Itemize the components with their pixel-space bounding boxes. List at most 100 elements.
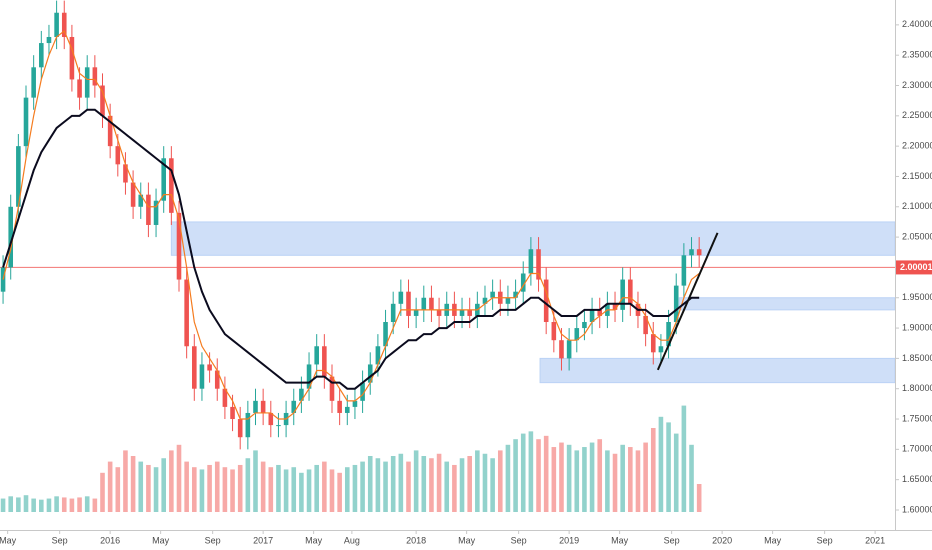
volume-bar: [77, 497, 82, 512]
y-tick-label: 2.05000: [902, 231, 932, 241]
volume-bar: [360, 461, 365, 512]
candle-body: [69, 36, 75, 80]
volume-bar: [497, 450, 503, 512]
candle-body: [8, 206, 14, 268]
candle-body: [528, 249, 534, 274]
candle-body: [673, 285, 679, 323]
volume-bar: [421, 456, 427, 512]
volume-bar: [16, 497, 21, 512]
volume-bar: [39, 499, 44, 512]
candle-body: [146, 194, 151, 225]
x-tick-label: Sep: [52, 535, 68, 545]
candle-body: [482, 297, 488, 304]
candle-body: [681, 255, 687, 286]
moving-average: [2, 108, 700, 390]
volume-bar: [597, 439, 603, 512]
candle-body: [0, 267, 6, 292]
candle-body: [628, 279, 633, 304]
volume-bar: [482, 453, 488, 512]
candle-body: [574, 328, 580, 341]
candle-body: [23, 97, 29, 147]
candle-body: [306, 364, 312, 389]
volume-bar: [31, 498, 36, 512]
candle-body: [337, 400, 342, 413]
volume-bar: [574, 450, 580, 512]
volume-bar: [54, 496, 59, 512]
y-tick-label: 1.75000: [902, 413, 932, 423]
price-label-box: [896, 260, 932, 275]
volume-bar: [635, 450, 641, 512]
volume-bar: [169, 450, 174, 512]
candle-body: [54, 12, 59, 37]
volume-bar: [322, 461, 327, 512]
candle-body: [39, 43, 44, 68]
volume-bar: [398, 453, 404, 512]
x-tick-label: 2016: [100, 535, 120, 545]
volume-bar: [283, 469, 289, 512]
candle-body: [314, 346, 319, 365]
volume-bar: [184, 461, 189, 512]
candle-body: [375, 346, 381, 365]
volume-bar: [383, 461, 388, 512]
volume-bar: [551, 447, 557, 512]
price-zone: [170, 221, 896, 256]
volume-bar: [253, 450, 258, 512]
candle-body: [115, 146, 121, 165]
volume-bar: [459, 458, 465, 512]
candle-body: [245, 412, 251, 438]
volume-bar: [452, 464, 457, 512]
candle-body: [352, 400, 358, 407]
volume-bar: [536, 439, 541, 512]
candle-body: [184, 279, 189, 347]
x-tick-label: 2019: [559, 535, 579, 545]
candle-body: [130, 182, 136, 207]
volume-bar: [230, 469, 235, 512]
x-tick-label: Sep: [205, 535, 221, 545]
candle-body: [230, 406, 235, 420]
x-tick-label: Aug: [344, 535, 360, 545]
volume-bar: [429, 458, 434, 512]
volume-bar: [406, 461, 411, 512]
x-tick-label: May: [152, 535, 170, 545]
volume-bar: [299, 472, 304, 512]
volume-bar: [467, 456, 472, 512]
x-tick-label: Sep: [817, 535, 833, 545]
volume-bar: [115, 467, 121, 512]
candle-body: [253, 400, 258, 413]
volume-bar: [176, 444, 182, 512]
candle-body: [100, 85, 105, 116]
volume-bar: [69, 498, 75, 512]
price-label: 2.00001: [900, 262, 932, 272]
volume-bar: [628, 447, 633, 512]
volume-bar: [314, 464, 319, 512]
candle-body: [46, 36, 52, 44]
candle-body: [199, 364, 205, 389]
volume-bar: [375, 458, 381, 512]
volume-bar: [23, 495, 29, 512]
candle-body: [107, 115, 113, 147]
y-tick-label: 2.25000: [902, 110, 932, 120]
y-tick-label: 1.70000: [902, 444, 932, 454]
x-tick-label: May: [0, 535, 17, 545]
volume-bar: [612, 453, 618, 512]
y-tick-label: 2.30000: [902, 80, 932, 90]
candle-body: [31, 67, 36, 98]
volume-bar: [344, 467, 350, 512]
x-tick-label: 2020: [712, 535, 732, 545]
y-tick-label: 1.80000: [902, 383, 932, 393]
candle-body: [643, 315, 648, 335]
candle-body: [360, 382, 365, 401]
volume-bar: [222, 467, 228, 512]
volume-bar: [444, 461, 450, 512]
volume-bar: [352, 464, 358, 512]
volume-bar: [107, 461, 113, 512]
candle-body: [551, 322, 557, 341]
volume-bar: [505, 444, 511, 512]
x-tick-label: 2018: [406, 535, 426, 545]
candle-body: [421, 297, 427, 310]
volume-bar: [681, 405, 687, 512]
volume-bar: [100, 472, 105, 512]
candle-body: [123, 164, 128, 183]
volume-bar: [673, 433, 679, 512]
volume-bar: [123, 450, 128, 512]
